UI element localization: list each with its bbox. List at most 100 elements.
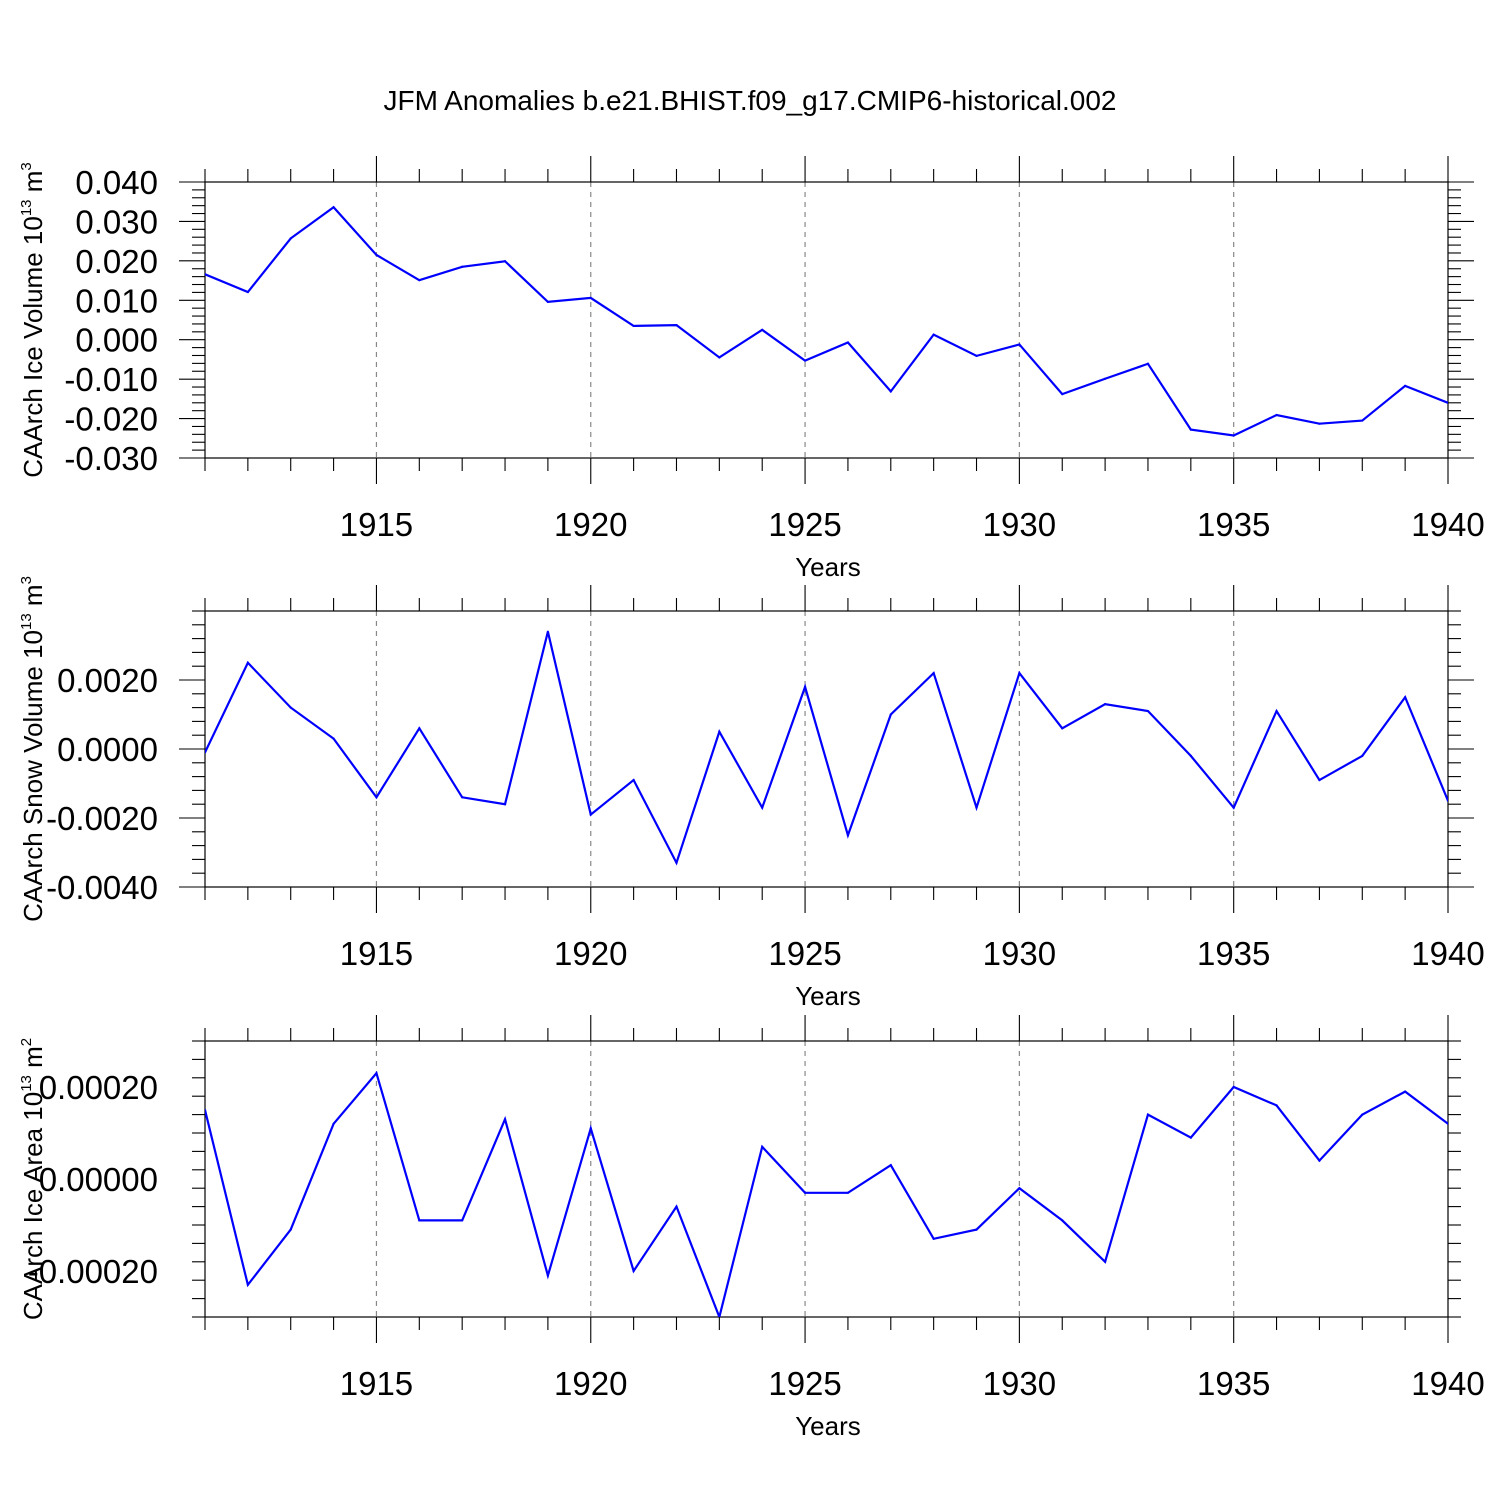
data-point [332,206,335,209]
x-axis-label: Years [795,981,861,1011]
data-point [205,273,207,276]
data-point [1232,1085,1235,1089]
data-point [1104,377,1107,380]
panel-3: 0.00020 0.00000 -0.00020 1915 1920 1925 1930 19… [18,1015,1485,1441]
y-tick-label: -0.010 [64,361,158,398]
data-point [975,1228,978,1231]
x-tick-label: 1935 [1197,506,1270,543]
x-axis-label: Years [795,552,861,582]
data-point [761,328,764,331]
data-point [461,1219,464,1222]
data-point [1318,422,1321,425]
y-tick-label: 0.000 [75,322,158,359]
data-point [1404,1090,1407,1093]
data-point [418,727,421,730]
data-point [1361,1113,1364,1116]
data-point [418,279,421,282]
y-tick-label: -0.0040 [46,869,158,906]
data-point [889,713,892,716]
data-point [1232,806,1235,809]
data-point [1275,709,1278,713]
data-point [975,354,978,357]
x-tick-label: 1915 [340,1365,413,1402]
data-point [289,237,292,240]
data-point [889,1164,892,1167]
data-point [675,861,678,864]
data-point [846,1191,850,1194]
data-point [1446,799,1448,802]
y-tick-label: -0.030 [64,440,158,477]
panels: 0.0400.0300.0200.0100.000-0.010-0.020-0.… [18,156,1485,1441]
data-point [418,1219,421,1222]
x-tick-label: 1925 [768,935,841,972]
data-point [1018,343,1021,346]
data-point [803,685,807,689]
data-point [1232,434,1235,437]
data-point [932,672,935,675]
data-point [632,324,635,328]
data-point [205,1108,207,1112]
y-axis-label: CAArch Ice Volume 1013 m3 [18,162,48,478]
data-point [932,333,935,336]
data-point [546,630,549,633]
y-axis-label: CAArch Ice Area 1013 m2 [18,1038,48,1320]
data-point [1104,703,1107,706]
data-point [461,265,464,268]
data-point [761,806,764,809]
data-point [1404,696,1407,699]
y-tick-label: 0.040 [75,164,158,201]
data-point [1189,754,1192,758]
data-point [632,1269,635,1273]
x-tick-label: 1940 [1411,935,1484,972]
data-point [1189,1136,1192,1139]
data-point [932,1237,935,1240]
x-tick-label: 1935 [1197,1365,1270,1402]
data-point [1318,778,1321,782]
data-point [246,661,249,664]
data-point [718,356,721,359]
data-point [246,1283,249,1286]
panel-1: 0.0400.0300.0200.0100.000-0.010-0.020-0.… [18,156,1485,582]
data-point [289,1228,292,1231]
data-point [1061,1219,1064,1222]
x-tick-label: 1930 [983,1365,1056,1402]
data-point [1061,393,1064,396]
x-tick-label: 1915 [340,506,413,543]
data-point [1018,672,1021,675]
data-point [503,1118,507,1121]
data-point [1361,754,1364,758]
data-point [718,1315,721,1317]
y-axis-label: CAArch Snow Volume 1013 m3 [18,576,48,922]
data-point [1275,413,1278,417]
data-point [503,803,507,806]
y-tick-label: 0.0020 [57,662,158,699]
data-point [332,737,335,740]
data-point [846,341,850,344]
data-point [461,796,464,799]
data-point [546,1274,549,1277]
data-point [1361,419,1364,422]
data-point [375,796,378,799]
figure-title: JFM Anomalies b.e21.BHIST.f09_g17.CMIP6-… [383,85,1116,116]
y-tick-label: 0.00000 [39,1161,158,1198]
data-point [503,260,507,263]
x-tick-label: 1920 [554,1365,627,1402]
y-tick-label: -0.0020 [46,800,158,837]
data-point [889,390,892,393]
y-tick-label: -0.020 [64,401,158,438]
data-point [1146,362,1150,365]
data-point [632,778,635,782]
data-point [332,1122,335,1125]
data-point [761,1145,764,1148]
data-point [589,1127,592,1130]
x-tick-label: 1920 [554,935,627,972]
y-tick-label: 0.00020 [39,1069,158,1106]
data-point [375,1072,378,1075]
data-point [846,834,850,837]
data-point [546,300,549,303]
data-point [975,806,978,809]
x-tick-label: 1925 [768,1365,841,1402]
y-tick-label: 0.030 [75,203,158,240]
data-point [1146,1113,1150,1116]
data-point [375,253,378,257]
